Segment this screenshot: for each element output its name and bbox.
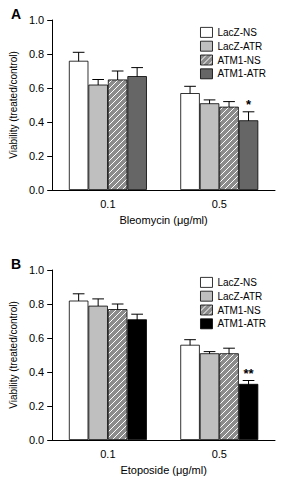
svg-text:0.6: 0.6 — [29, 82, 44, 94]
svg-text:0.0: 0.0 — [29, 184, 44, 196]
svg-text:Etoposide (μg/ml): Etoposide (μg/ml) — [120, 464, 206, 476]
svg-text:0.5: 0.5 — [212, 448, 227, 460]
svg-text:0.5: 0.5 — [212, 198, 227, 210]
svg-text:LacZ-ATR: LacZ-ATR — [217, 41, 262, 52]
svg-text:1.0: 1.0 — [29, 264, 44, 276]
svg-text:LacZ-NS: LacZ-NS — [217, 27, 257, 38]
svg-text:LacZ-ATR: LacZ-ATR — [217, 291, 262, 302]
svg-text:LacZ-NS: LacZ-NS — [217, 277, 257, 288]
svg-text:ATM1-NS: ATM1-NS — [217, 305, 260, 316]
svg-text:0.8: 0.8 — [29, 48, 44, 60]
svg-text:0.0: 0.0 — [29, 434, 44, 446]
svg-text:0.2: 0.2 — [29, 150, 44, 162]
svg-text:0.1: 0.1 — [100, 448, 115, 460]
svg-text:ATM1-ATR: ATM1-ATR — [217, 318, 266, 329]
svg-text:ATM1-ATR: ATM1-ATR — [217, 68, 266, 79]
svg-text:0.4: 0.4 — [29, 116, 44, 128]
svg-text:A: A — [11, 6, 21, 22]
svg-text:1.0: 1.0 — [29, 14, 44, 26]
svg-text:0.2: 0.2 — [29, 400, 44, 412]
svg-text:**: ** — [243, 366, 254, 381]
svg-text:Viability (treated/control): Viability (treated/control) — [8, 51, 19, 159]
svg-text:ATM1-NS: ATM1-NS — [217, 55, 260, 66]
svg-text:*: * — [246, 97, 252, 112]
svg-text:B: B — [11, 256, 21, 272]
svg-text:Bleomycin (μg/ml): Bleomycin (μg/ml) — [119, 214, 207, 226]
svg-text:Viability (treated/control): Viability (treated/control) — [8, 301, 19, 409]
svg-text:0.4: 0.4 — [29, 366, 44, 378]
svg-text:0.8: 0.8 — [29, 298, 44, 310]
svg-text:0.6: 0.6 — [29, 332, 44, 344]
svg-text:0.1: 0.1 — [100, 198, 115, 210]
